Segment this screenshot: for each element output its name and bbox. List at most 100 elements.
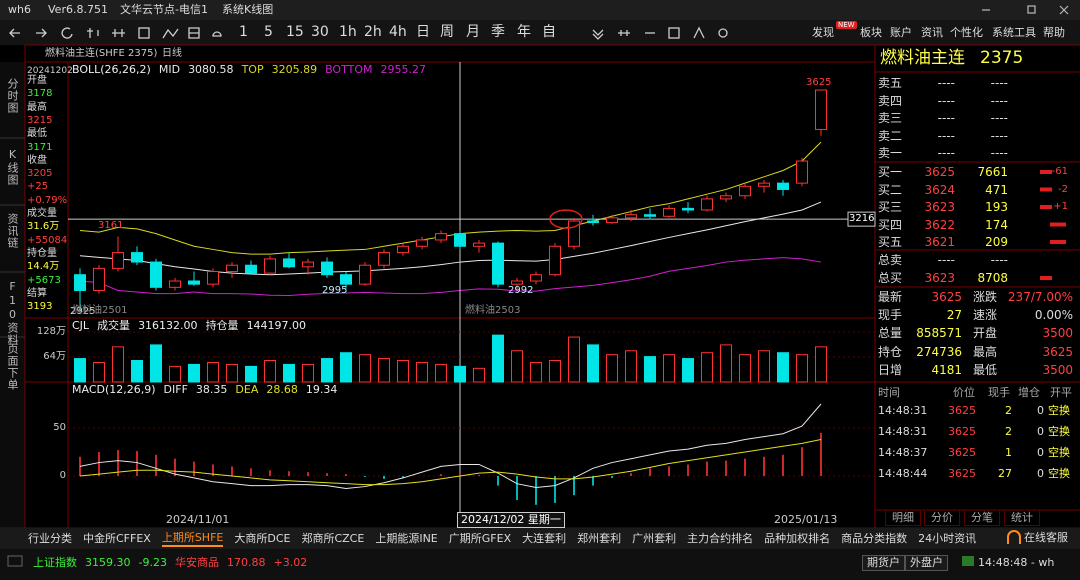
price-annotation: 2925 [70, 306, 96, 317]
exchange-tab[interactable]: 商品分类指数 [841, 532, 908, 545]
contract-label: 燃料油2503 [465, 305, 521, 316]
account-button[interactable]: 期货户 [862, 555, 905, 571]
volume-bar [644, 356, 656, 383]
period-button[interactable]: 15 [286, 24, 304, 40]
candle-body [207, 271, 219, 285]
period-button[interactable]: 月 [466, 24, 480, 40]
chart-period[interactable]: 日线 [162, 48, 182, 59]
exchange-tab[interactable]: 广期所GFEX [448, 532, 512, 545]
service-icon[interactable] [1007, 530, 1021, 544]
stat-label: 最新 [878, 290, 903, 304]
volume-bar [245, 365, 257, 383]
period-button[interactable]: 自 [542, 24, 556, 40]
menu-item[interactable]: 发现 [812, 26, 834, 39]
exchange-tab[interactable]: 大连套利 [522, 532, 567, 545]
index-change: +3.02 [273, 556, 308, 569]
trade-price: 3625 [948, 404, 976, 417]
account-button[interactable]: 外盘户 [905, 555, 948, 571]
book-volume: 193 [985, 200, 1008, 214]
stat-label: 现手 [878, 308, 903, 323]
bar-icon[interactable] [112, 29, 125, 37]
exchange-tab[interactable]: 上期所SHFE [161, 531, 224, 547]
back-icon[interactable] [9, 28, 20, 38]
exchange-tab[interactable]: 品种加权排名 [764, 532, 831, 545]
book-label: 买一 [878, 165, 903, 179]
period-button[interactable]: 季 [491, 24, 505, 40]
box-icon[interactable] [668, 27, 680, 39]
book-label: 总卖 [878, 253, 903, 267]
book-volume: ---- [990, 111, 1008, 125]
status-index: 上证指数 3159.30 -9.23 [33, 556, 167, 570]
side-tab[interactable]: 资讯链 [6, 213, 19, 249]
trade-tab[interactable]: 分笔 [964, 511, 1000, 526]
info-label: 结算 [27, 287, 47, 299]
candle-body [321, 261, 333, 276]
book-price: ---- [937, 111, 955, 125]
trade-tab[interactable]: 统计 [1004, 511, 1040, 526]
period-button[interactable]: 年 [517, 24, 531, 40]
period-button[interactable]: 2h [364, 24, 382, 40]
window-controls [982, 5, 1069, 15]
exchange-tab[interactable]: 中金所CFFEX [83, 532, 151, 545]
side-tab[interactable]: 分时图 [6, 78, 19, 114]
volume-bar [777, 352, 789, 383]
period-button[interactable]: 30 [311, 24, 329, 40]
exchange-tab[interactable]: 广州套利 [632, 532, 677, 545]
restore-icon[interactable] [1027, 5, 1036, 14]
forward-icon[interactable] [36, 28, 47, 38]
menu-item[interactable]: 板块 [860, 26, 882, 39]
exchange-tab[interactable]: 上期能源INE [375, 532, 438, 545]
candle-body [112, 252, 124, 269]
exchange-tab[interactable]: 大商所DCE [234, 532, 291, 545]
side-tab[interactable]: K线图 [6, 148, 19, 186]
book-volume: ---- [990, 93, 1008, 108]
circle-icon[interactable] [718, 28, 728, 38]
volume-bar [587, 344, 599, 383]
status-icon [7, 555, 23, 567]
exchange-tab[interactable]: 主力合约排名 [687, 532, 754, 545]
more-icon[interactable] [592, 29, 604, 40]
stat-label: 涨跌 [973, 290, 998, 304]
side-tab[interactable]: F10资料 [6, 280, 19, 346]
menu-item[interactable]: 个性化 [950, 26, 983, 39]
price-annotation: 2995 [322, 285, 348, 296]
range-icon[interactable] [618, 30, 630, 36]
volume-field: 成交量 [97, 319, 131, 332]
macd-value: 38.35 [195, 383, 228, 396]
candle-body [283, 258, 295, 268]
menu-item[interactable]: 账户 [890, 26, 912, 39]
menu-item[interactable]: 帮助 [1043, 26, 1065, 39]
exchange-tab[interactable]: 行业分类 [28, 532, 72, 545]
period-button[interactable]: 1 [239, 24, 248, 40]
layout-icon[interactable] [188, 27, 200, 39]
refresh-icon[interactable] [61, 27, 73, 39]
candle-icon[interactable] [87, 28, 99, 38]
trade-tab[interactable]: 明细 [885, 511, 921, 526]
tri-icon[interactable] [693, 26, 705, 39]
exchange-tab[interactable]: 24小时资讯 [918, 532, 977, 545]
exchange-tab[interactable]: 郑州套利 [577, 532, 622, 545]
period-button[interactable]: 5 [264, 24, 273, 40]
close-icon[interactable] [1059, 5, 1069, 15]
side-tab[interactable]: 页面下单 [6, 343, 19, 391]
period-button[interactable]: 4h [389, 24, 407, 40]
period-button[interactable]: 日 [416, 24, 430, 40]
menu-item[interactable]: 资讯 [921, 26, 943, 39]
alert-icon[interactable] [212, 31, 222, 37]
candle-body [625, 214, 637, 219]
trade-time: 14:48:44 [878, 467, 928, 480]
period-button[interactable]: 周 [440, 24, 454, 40]
online-service[interactable]: 在线客服 [1024, 531, 1068, 544]
grid-icon[interactable] [138, 27, 150, 39]
exchange-tab[interactable]: 郑商所CZCE [301, 532, 365, 545]
menu-item[interactable]: 系统工具 [992, 26, 1036, 39]
draw-icon[interactable] [162, 28, 179, 39]
volume-bar [131, 360, 143, 383]
side-tab-dividers [0, 137, 25, 338]
period-button[interactable]: 1h [339, 24, 357, 40]
stat-value: 3625 [931, 290, 962, 304]
candle-body [549, 245, 561, 276]
trade-tab[interactable]: 分价 [924, 511, 960, 526]
info-value: 3215 [27, 114, 53, 126]
